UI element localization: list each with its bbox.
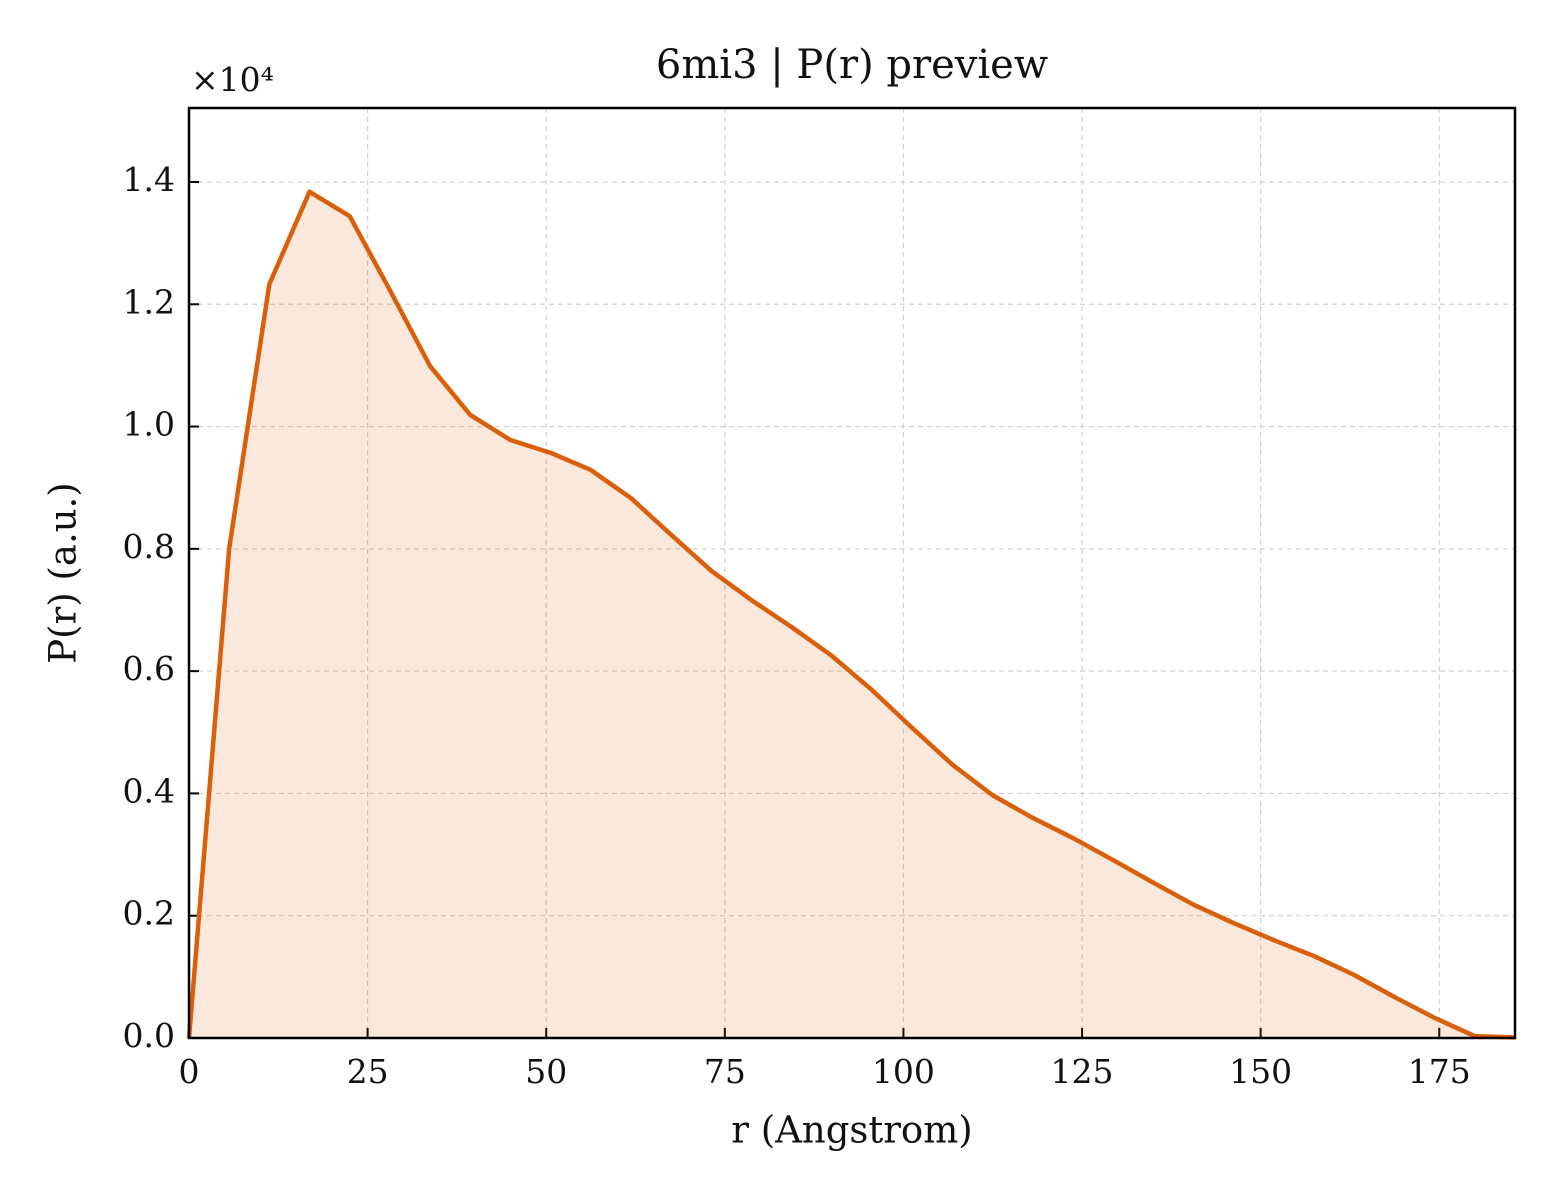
y-tick-label: 1.2 (123, 282, 175, 321)
area-fill (189, 191, 1515, 1038)
x-tick-label: 75 (704, 1052, 746, 1091)
y-tick-label: 0.2 (123, 894, 175, 933)
x-tick-label: 0 (179, 1052, 200, 1091)
y-tick-label: 0.6 (123, 649, 175, 688)
y-tick-label: 0.0 (123, 1016, 175, 1055)
y-tick-label: 1.0 (123, 405, 175, 444)
x-tick-label: 100 (872, 1052, 935, 1091)
plot-frame (187, 106, 1517, 1040)
y-tick-label: 1.4 (123, 160, 175, 199)
y-axis-label: P(r) (a.u.) (42, 482, 85, 664)
line (186, 189, 1516, 1040)
y-tick-label: 0.4 (123, 771, 175, 810)
y-offset-label: ×10⁴ (191, 60, 274, 99)
x-tick-label: 150 (1229, 1052, 1292, 1091)
x-tick-label: 50 (525, 1052, 567, 1091)
y-tick-label: 0.8 (123, 527, 175, 566)
chart-title: 6mi3 | P(r) preview (656, 42, 1048, 88)
x-tick-label: 25 (347, 1052, 389, 1091)
x-tick-label: 125 (1051, 1052, 1114, 1091)
x-axis-label: r (Angstrom) (731, 1109, 972, 1152)
x-tick-label: 175 (1408, 1052, 1471, 1091)
